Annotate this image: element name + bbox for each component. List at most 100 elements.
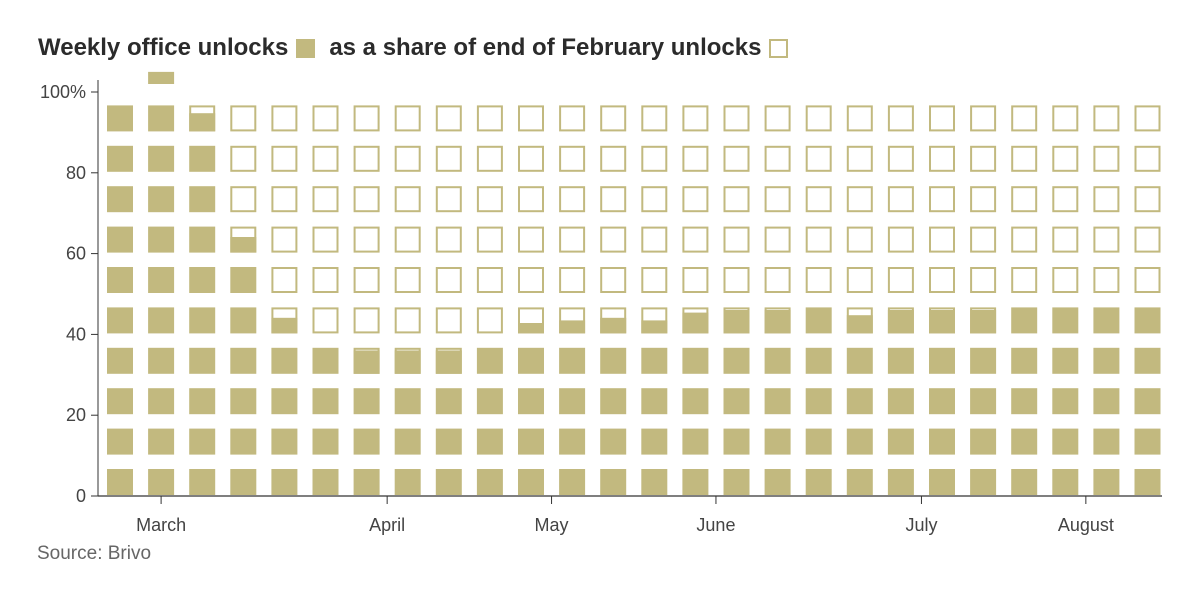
cell-filled <box>148 469 175 495</box>
cell-empty <box>970 186 997 213</box>
cell-empty <box>970 145 997 172</box>
cell-filled <box>189 267 216 293</box>
cell-empty <box>518 145 544 172</box>
week-column <box>271 105 298 495</box>
cell-filled <box>189 428 216 455</box>
cell-empty <box>723 105 750 132</box>
cell-empty <box>929 145 955 172</box>
week-column <box>723 105 750 495</box>
cell-filled <box>723 428 750 455</box>
cell-partial <box>230 237 257 253</box>
x-tick-label: March <box>136 515 186 535</box>
cell-filled <box>641 469 668 495</box>
cell-empty <box>1134 267 1161 293</box>
week-column <box>559 105 586 495</box>
cell-empty <box>1052 145 1079 172</box>
cell-filled <box>682 428 709 455</box>
cell-filled <box>723 469 750 495</box>
x-tick-label: April <box>369 515 405 535</box>
cell-filled <box>189 388 216 415</box>
cell-empty <box>970 226 997 253</box>
cell-empty <box>1093 145 1120 172</box>
cell-filled <box>476 469 503 495</box>
cell-empty <box>1134 145 1161 172</box>
cell-filled <box>929 388 955 415</box>
cell-filled <box>435 388 462 415</box>
cell-filled <box>148 267 175 293</box>
cell-filled <box>600 428 627 455</box>
cell-filled <box>1134 469 1161 495</box>
cell-empty <box>846 267 873 293</box>
cell-empty <box>929 186 955 213</box>
cell-empty <box>312 307 339 334</box>
cell-filled <box>1134 428 1161 455</box>
cell-empty <box>476 267 503 293</box>
cell-filled <box>230 347 257 374</box>
cell-filled <box>1052 388 1079 415</box>
cell-filled <box>846 469 873 495</box>
week-column <box>805 105 832 495</box>
cell-filled <box>107 186 133 213</box>
cell-filled <box>230 469 257 495</box>
cell-empty <box>312 226 339 253</box>
cell-empty <box>1093 105 1120 132</box>
cell-empty <box>476 226 503 253</box>
cell-empty <box>353 145 380 172</box>
cell-filled <box>805 347 832 374</box>
cell-empty <box>887 105 914 132</box>
week-column <box>312 105 339 495</box>
cell-filled <box>805 388 832 415</box>
cell-filled <box>312 347 339 374</box>
cell-partial <box>435 350 462 374</box>
cell-empty <box>764 267 791 293</box>
x-axis: March April May June July August <box>98 495 1162 535</box>
cell-empty <box>271 226 298 253</box>
cell-empty <box>476 307 503 334</box>
cell-filled <box>1052 428 1079 455</box>
cell-empty <box>600 145 627 172</box>
cell-empty <box>970 267 997 293</box>
cell-filled <box>1011 388 1038 415</box>
cell-filled <box>929 428 955 455</box>
cell-filled <box>312 428 339 455</box>
cell-filled <box>559 347 586 374</box>
week-column <box>353 105 380 495</box>
cell-filled <box>271 428 298 455</box>
cell-filled <box>970 388 997 415</box>
cell-empty <box>435 307 462 334</box>
cell-filled <box>476 388 503 415</box>
cell-filled <box>107 388 133 415</box>
cell-filled <box>148 226 175 253</box>
cell-filled <box>271 388 298 415</box>
cell-filled <box>764 428 791 455</box>
cell-empty <box>559 105 586 132</box>
cell-filled <box>929 469 955 495</box>
cell-empty <box>805 267 832 293</box>
cell-filled <box>1052 307 1079 334</box>
cell-filled <box>518 428 544 455</box>
week-column <box>148 71 175 495</box>
cell-empty <box>230 105 257 132</box>
cell-filled <box>148 307 175 334</box>
week-column <box>435 105 462 495</box>
cell-empty <box>600 267 627 293</box>
cell-partial <box>764 310 791 334</box>
cell-empty <box>312 186 339 213</box>
week-column <box>230 105 257 495</box>
week-column <box>887 105 914 495</box>
cell-empty <box>230 145 257 172</box>
cell-filled <box>518 347 544 374</box>
cell-empty <box>1052 186 1079 213</box>
cell-empty <box>1134 105 1161 132</box>
cell-empty <box>929 226 955 253</box>
cell-filled <box>1011 307 1038 334</box>
week-column <box>641 105 668 495</box>
cell-filled <box>929 347 955 374</box>
cell-empty <box>1134 226 1161 253</box>
cell-filled <box>600 388 627 415</box>
cell-empty <box>764 145 791 172</box>
week-column <box>929 105 955 495</box>
week-column <box>764 105 791 495</box>
week-column <box>846 105 873 495</box>
cell-filled <box>312 388 339 415</box>
